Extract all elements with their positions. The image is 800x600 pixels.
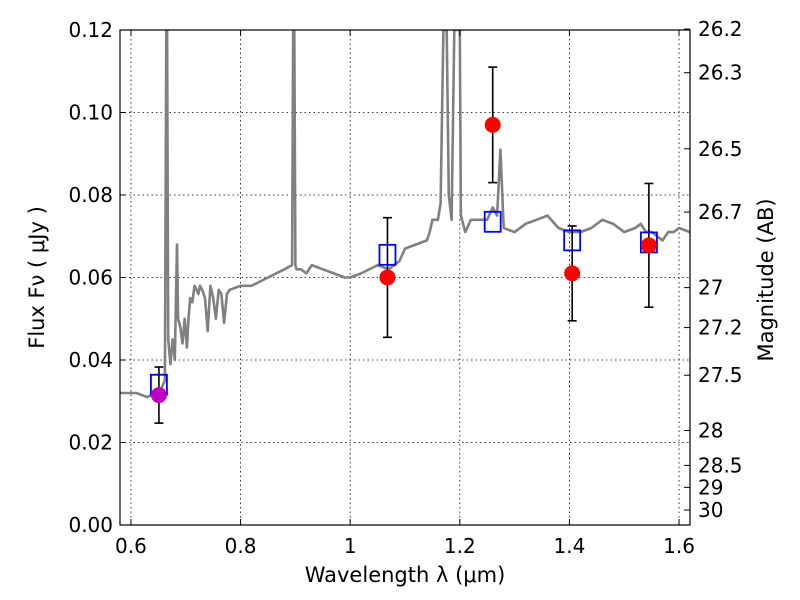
observed-point [379, 269, 396, 286]
x-tick-label: 1.4 [554, 534, 586, 558]
model-point [378, 243, 397, 266]
y-tick-label: 0.04 [68, 348, 113, 372]
errorbars [154, 66, 654, 424]
magnitude-axis-label: Magnitude (AB) [754, 198, 778, 361]
magnitude-tick-label: 26.7 [698, 200, 743, 224]
observed-point [640, 237, 657, 254]
x-tick-label: 1 [344, 534, 357, 558]
y-tick-label: 0.08 [68, 183, 113, 207]
observed-point [564, 265, 581, 282]
y-axis: 0.00 0.02 0.04 0.06 0.08 0.10 0.12 [68, 18, 126, 537]
y-tick-label: 0.12 [68, 18, 113, 42]
x-axis-label: Wavelength λ (μm) [305, 563, 506, 587]
observed-points [150, 116, 657, 404]
x-axis: 0.6 0.8 1 1.2 1.4 1.6 [115, 30, 695, 558]
magnitude-tick-label: 29 [698, 475, 723, 499]
magnitude-tick-label: 26.3 [698, 61, 743, 85]
x-tick-label: 1.6 [663, 534, 695, 558]
magnitude-tick-label: 27.2 [698, 316, 743, 340]
model-point [563, 229, 582, 252]
magnitude-tick-label: 26.2 [698, 17, 743, 41]
magnitude-tick-label: 28 [698, 419, 723, 443]
y-tick-label: 0.06 [68, 266, 113, 290]
observed-point [484, 116, 501, 133]
observed-point [150, 387, 167, 404]
x-tick-label: 1.2 [444, 534, 476, 558]
spectrum-line [120, 30, 690, 399]
model-point [483, 210, 502, 233]
y-tick-label: 0.10 [68, 101, 113, 125]
magnitude-tick-label: 26.5 [698, 137, 743, 161]
y-tick-label: 0.02 [68, 431, 113, 455]
magnitude-tick-label: 27.5 [698, 363, 743, 387]
y-axis-label: Flux Fν ( μJy ) [25, 206, 49, 349]
grid [120, 30, 690, 525]
x-tick-label: 0.6 [115, 534, 147, 558]
x-tick-label: 0.8 [225, 534, 257, 558]
magnitude-tick-label: 27 [698, 276, 723, 300]
magnitude-tick-label: 30 [698, 498, 723, 522]
y-tick-label: 0.00 [68, 513, 113, 537]
magnitude-tick-label: 28.5 [698, 453, 743, 477]
spectrum-series [120, 30, 690, 399]
